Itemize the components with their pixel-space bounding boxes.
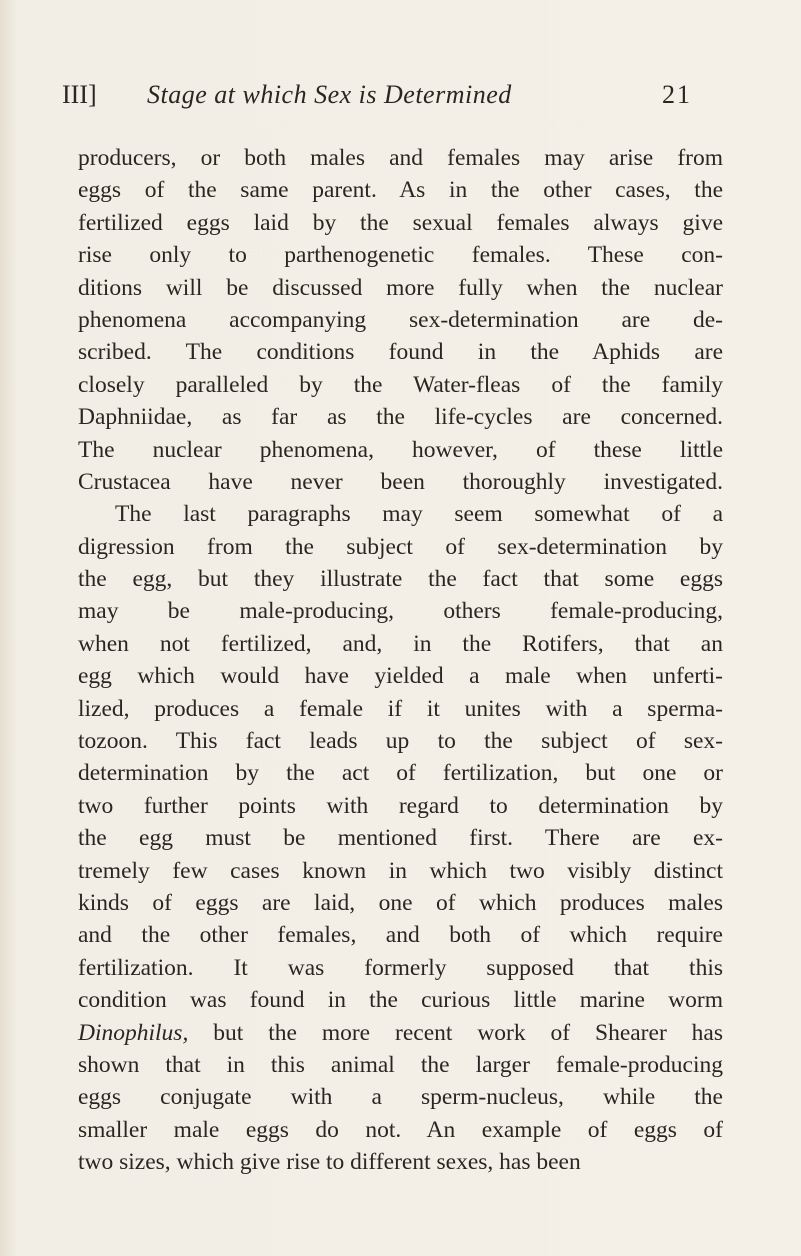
text-line: digression from the subject of sex-deter…: [78, 533, 723, 560]
text-line: Daphniidae, as far as the life-cycles ar…: [78, 404, 723, 431]
text-line: may be male-producing, others female-pro…: [78, 598, 723, 625]
text-line: condition was found in the curious littl…: [78, 987, 723, 1014]
text-line: and the other females, and both of which…: [78, 922, 723, 949]
text-line: fertilization. It was formerly supposed …: [78, 954, 723, 981]
text-line: smaller male eggs do not. An example of …: [78, 1116, 723, 1143]
page-number: 21: [662, 80, 692, 109]
text-line: lized, produces a female if it unites wi…: [78, 695, 723, 722]
italic-text: Dinophilus,: [78, 1019, 189, 1046]
text-line: phenomena accompanying sex-determination…: [78, 306, 723, 333]
text: but the more recent work of Shearer has: [213, 1019, 724, 1046]
section-number: III]: [62, 80, 97, 109]
text-line: scribed. The conditions found in the Aph…: [78, 339, 723, 366]
text-line: producers, or both males and females may…: [78, 145, 723, 171]
text-line: kinds of eggs are laid, one of which pro…: [78, 889, 723, 916]
text-line: ditions will be discussed more fully whe…: [78, 274, 723, 301]
text-line: two further points with regard to determ…: [78, 792, 723, 819]
text-line: tozoon. This fact leads up to the subjec…: [78, 728, 723, 755]
text-line: the egg, but they illustrate the fact th…: [78, 566, 723, 593]
text-line: The last paragraphs may seem somewhat of…: [115, 501, 723, 528]
text-line: the egg must be mentioned first. There a…: [78, 825, 723, 852]
text-line: eggs conjugate with a sperm-nucleus, whi…: [78, 1084, 723, 1111]
running-title: Stage at which Sex is Determined: [147, 80, 512, 109]
running-header: III] Stage at which Sex is Determined 21: [62, 80, 692, 116]
text-line: shown that in this animal the larger fem…: [78, 1051, 723, 1078]
text-line: eggs of the same parent. As in the other…: [78, 177, 723, 204]
text-line: tremely few cases known in which two vis…: [78, 857, 723, 884]
text-line: Dinophilus, but the more recent work of …: [78, 1017, 723, 1049]
text-line: fertilized eggs laid by the sexual femal…: [78, 209, 723, 236]
text-line: determination by the act of fertilizatio…: [78, 760, 723, 787]
body-text: producers, or both males and females may…: [78, 142, 723, 1179]
text-line: when not fertilized, and, in the Rotifer…: [78, 630, 723, 657]
text-line: egg which would have yielded a male when…: [78, 663, 723, 690]
text-line: two sizes, which give rise to different …: [78, 1149, 581, 1176]
text-line: closely paralleled by the Water-fleas of…: [78, 371, 723, 398]
text-line: rise only to parthenogenetic females. Th…: [78, 242, 723, 269]
text-line: Crustacea have never been thoroughly inv…: [78, 468, 723, 495]
text-line: The nuclear phenomena, however, of these…: [78, 436, 723, 463]
